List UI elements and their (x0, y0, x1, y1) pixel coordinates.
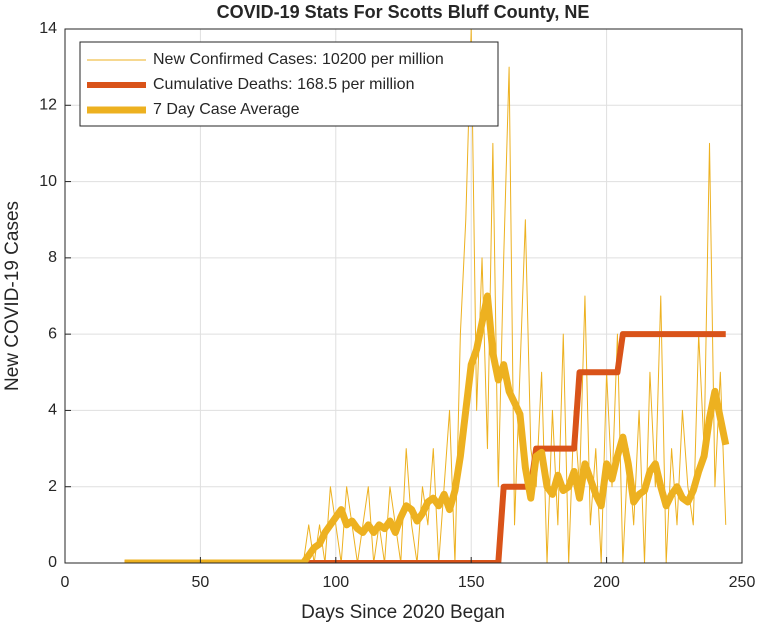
x-tick-label: 100 (322, 574, 349, 591)
chart-title: COVID-19 Stats For Scotts Bluff County, … (217, 2, 590, 22)
y-tick-label: 8 (48, 249, 57, 266)
x-tick-label: 50 (192, 574, 210, 591)
x-tick-label: 200 (593, 574, 620, 591)
x-tick-label: 0 (61, 574, 70, 591)
x-tick-label: 150 (458, 574, 485, 591)
y-axis-label: New COVID-19 Cases (2, 201, 23, 391)
legend: New Confirmed Cases: 10200 per million Cu… (79, 41, 499, 127)
legend-label: New Confirmed Cases: 10200 per million (153, 51, 444, 68)
legend-box (79, 41, 499, 127)
y-tick-label: 12 (39, 97, 57, 114)
y-tick-label: 10 (39, 173, 57, 190)
y-tick-label: 4 (48, 402, 57, 419)
legend-label: Cumulative Deaths: 168.5 per million (153, 76, 414, 93)
legend-label: 7 Day Case Average (153, 101, 300, 118)
axes-box (64, 28, 743, 564)
ticks: 0 50 100 150 200 250 0 2 4 6 8 10 12 14 (39, 20, 755, 591)
x-tick-label: 250 (729, 574, 756, 591)
y-tick-label: 14 (39, 20, 57, 37)
x-axis-label: Days Since 2020 Began (301, 602, 505, 623)
y-tick-label: 6 (48, 325, 57, 342)
y-tick-label: 2 (48, 478, 57, 495)
y-tick-label: 0 (48, 554, 57, 571)
lines (124, 29, 730, 563)
series-line (124, 292, 730, 563)
series-line (124, 331, 726, 563)
